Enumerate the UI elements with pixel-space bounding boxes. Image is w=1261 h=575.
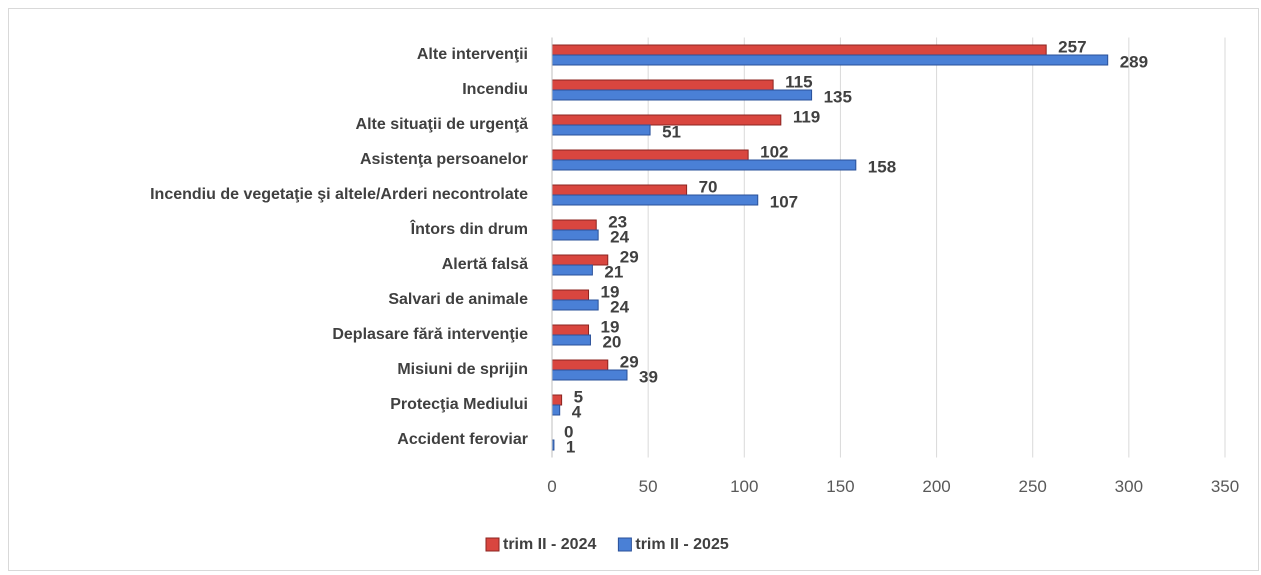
- data-label: 119: [793, 107, 820, 126]
- data-label: 29: [620, 352, 639, 371]
- data-label: 70: [699, 177, 718, 196]
- category-label: Salvari de animale: [388, 291, 528, 308]
- category-label: Incendiu: [462, 81, 528, 98]
- bar: [551, 124, 651, 136]
- data-label: 24: [610, 227, 629, 246]
- x-tick-label: 300: [1115, 477, 1143, 496]
- bar: [551, 404, 561, 416]
- data-label: 24: [610, 297, 629, 316]
- data-label: 135: [824, 87, 852, 106]
- bar: [551, 194, 759, 206]
- data-label: 158: [868, 157, 896, 176]
- data-label: 21: [604, 262, 623, 281]
- chart-frame: [8, 8, 1259, 571]
- bar: [551, 334, 591, 346]
- data-label: 107: [770, 192, 798, 211]
- data-label: 0: [564, 422, 573, 441]
- data-label: 5: [574, 387, 583, 406]
- x-tick-label: 150: [826, 477, 854, 496]
- x-tick-label: 350: [1211, 477, 1239, 496]
- legend-swatch: [485, 537, 500, 552]
- data-label: 4: [572, 402, 582, 421]
- bar: [551, 369, 628, 381]
- data-label: 115: [785, 72, 812, 91]
- x-tick-label: 250: [1019, 477, 1047, 496]
- bar: [551, 44, 1047, 56]
- bar: [551, 264, 593, 276]
- category-label: Protecţia Mediului: [390, 396, 528, 413]
- category-label: Alte situaţii de urgenţă: [356, 116, 529, 133]
- data-label: 51: [662, 122, 681, 141]
- category-label: Incendiu de vegetaţie şi altele/Arderi n…: [150, 186, 528, 203]
- data-label: 102: [760, 142, 788, 161]
- x-tick-label: 100: [730, 477, 758, 496]
- data-label: 39: [639, 367, 658, 386]
- data-label: 1: [566, 437, 575, 456]
- bar: [551, 289, 590, 301]
- bar: [551, 299, 599, 311]
- legend-label: trim II - 2025: [635, 536, 728, 553]
- data-label: 289: [1120, 52, 1148, 71]
- bar: [551, 394, 563, 406]
- bar: [551, 54, 1109, 66]
- category-label: Alertă falsă: [442, 256, 528, 273]
- bar: [551, 149, 749, 161]
- x-tick-label: 0: [547, 477, 556, 496]
- data-label: 19: [601, 317, 620, 336]
- bar: [551, 359, 609, 371]
- category-label: Accident feroviar: [397, 431, 528, 448]
- legend-label: trim II - 2024: [503, 536, 596, 553]
- bar: [551, 229, 599, 241]
- bar: [551, 89, 813, 101]
- category-label: Asistenţa persoanelor: [360, 151, 528, 168]
- data-label: 20: [602, 332, 621, 351]
- data-label: 257: [1058, 37, 1086, 56]
- legend-swatch: [617, 537, 632, 552]
- bar: [551, 159, 857, 171]
- data-label: 29: [620, 247, 639, 266]
- category-label: Misiuni de sprijin: [397, 361, 528, 378]
- category-label: Întors din drum: [410, 219, 528, 238]
- category-label: Alte intervenţii: [417, 46, 528, 63]
- x-tick-label: 50: [639, 477, 658, 496]
- data-label: 23: [608, 212, 627, 231]
- x-tick-label: 200: [922, 477, 950, 496]
- bar: [551, 79, 774, 91]
- category-label: Deplasare fără intervenţie: [332, 326, 528, 343]
- bar: [551, 254, 609, 266]
- bar: [551, 324, 590, 336]
- bar: [551, 219, 597, 231]
- data-label: 19: [601, 282, 620, 301]
- bar: [551, 184, 688, 196]
